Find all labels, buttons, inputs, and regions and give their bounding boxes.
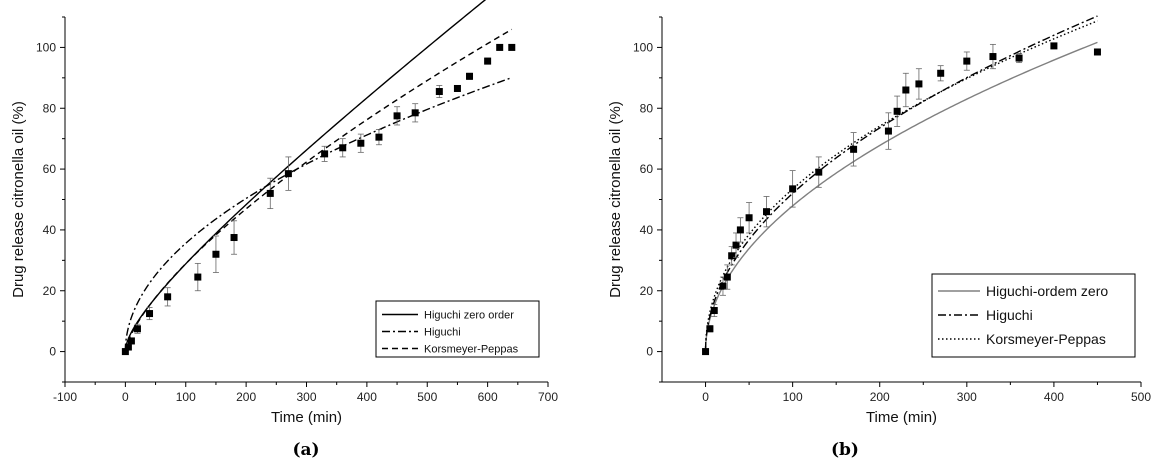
data-point	[1093, 48, 1101, 56]
x-tick-label: 500	[417, 390, 437, 404]
x-tick-label: -100	[53, 390, 77, 404]
data-point	[902, 86, 910, 94]
data-point	[1015, 54, 1023, 62]
x-tick-label: 700	[538, 390, 558, 404]
data-point	[375, 133, 383, 141]
data-point	[121, 348, 129, 356]
x-tick-label: 0	[122, 390, 129, 404]
legend-label: Higuchi	[424, 326, 461, 338]
x-tick-label: 200	[870, 390, 890, 404]
data-point	[212, 250, 220, 258]
data-point	[411, 109, 419, 117]
x-axis-title: Time (min)	[866, 409, 937, 426]
x-tick-label: 300	[296, 390, 316, 404]
series-line-2	[124, 28, 513, 352]
data-point	[815, 168, 823, 176]
x-tick-label: 500	[1131, 390, 1151, 404]
y-tick-label: 80	[43, 101, 57, 115]
chart-panel-a: -100 0 100 200 300 400 500 600 700 0 20 40 60 80 100 Ti…	[10, 0, 558, 460]
legend-label: Higuchi zero order	[424, 309, 514, 321]
data-point	[133, 325, 141, 333]
data-point	[357, 139, 365, 147]
x-tick-label: 100	[176, 390, 196, 404]
data-point	[745, 214, 753, 222]
data-point	[789, 185, 797, 193]
data-point	[732, 241, 740, 249]
legend-label: Higuchi	[986, 307, 1033, 323]
x-tick-label: 400	[1044, 390, 1064, 404]
data-point	[339, 144, 347, 152]
data-point	[763, 208, 771, 216]
legend: Higuchi-ordem zero Higuchi Korsmeyer-Peppa…	[931, 273, 1136, 358]
data-point	[884, 127, 892, 135]
panel-label: (b)	[831, 440, 859, 460]
data-point	[508, 43, 516, 51]
x-tick-label: 300	[957, 390, 977, 404]
data-point	[937, 69, 945, 77]
y-tick-label: 0	[49, 345, 56, 359]
legend-label: Korsmeyer-Peppas	[986, 331, 1106, 347]
data-point	[736, 226, 744, 234]
legend: Higuchi zero order Higuchi Korsmeyer-Peppa…	[375, 300, 540, 358]
x-axis-title: Time (min)	[271, 409, 342, 426]
data-point	[393, 112, 401, 120]
y-axis-title: Drug release citronella oil (%)	[607, 101, 624, 298]
y-tick-label: 60	[43, 162, 57, 176]
y-tick-label: 20	[640, 284, 654, 298]
data-point	[702, 348, 710, 356]
x-tick-label: 200	[236, 390, 256, 404]
series-line-0	[124, 0, 487, 352]
data-point	[963, 57, 971, 65]
data-point	[453, 84, 461, 92]
y-tick-label: 80	[640, 101, 654, 115]
y-tick-label: 60	[640, 162, 654, 176]
x-tick-label: 400	[357, 390, 377, 404]
panel-label: (a)	[292, 440, 319, 460]
y-tick-label: 40	[43, 223, 57, 237]
y-axis-title: Drug release citronella oil (%)	[10, 101, 27, 298]
chart-panel-b: 0 100 200 300 400 500 0 20 40 60 80 100 Time (min) Dr…	[607, 15, 1151, 460]
data-point	[194, 273, 202, 281]
y-tick-label: 20	[43, 284, 57, 298]
data-point	[466, 72, 474, 80]
data-point	[124, 343, 132, 351]
legend-label: Korsmeyer-Peppas	[424, 343, 519, 355]
x-tick-label: 600	[478, 390, 498, 404]
data-point	[321, 150, 329, 158]
data-point	[164, 293, 172, 301]
y-tick-label: 40	[640, 223, 654, 237]
data-point	[127, 337, 135, 345]
data-point	[723, 273, 731, 281]
y-tick-label: 0	[646, 345, 653, 359]
y-tick-label: 100	[633, 40, 653, 54]
y-tick-label: 100	[36, 40, 56, 54]
legend-box	[375, 300, 540, 358]
data-point	[728, 252, 736, 260]
series-line-2	[704, 20, 1098, 352]
legend-label: Higuchi-ordem zero	[986, 283, 1108, 299]
data-point	[146, 310, 154, 318]
data-point	[1050, 42, 1058, 50]
data-point	[230, 234, 238, 242]
data-point	[435, 88, 443, 96]
data-point	[484, 57, 492, 65]
data-point	[706, 325, 714, 333]
data-point	[850, 145, 858, 153]
x-tick-label: 0	[702, 390, 709, 404]
x-tick-label: 100	[783, 390, 803, 404]
data-point	[266, 189, 274, 197]
data-point	[915, 80, 923, 88]
data-point	[893, 107, 901, 115]
data-point	[496, 43, 504, 51]
data-point	[719, 282, 727, 290]
data-point	[710, 307, 718, 315]
data-point	[989, 53, 997, 61]
series-line-1	[704, 15, 1098, 352]
data-point	[284, 170, 292, 178]
